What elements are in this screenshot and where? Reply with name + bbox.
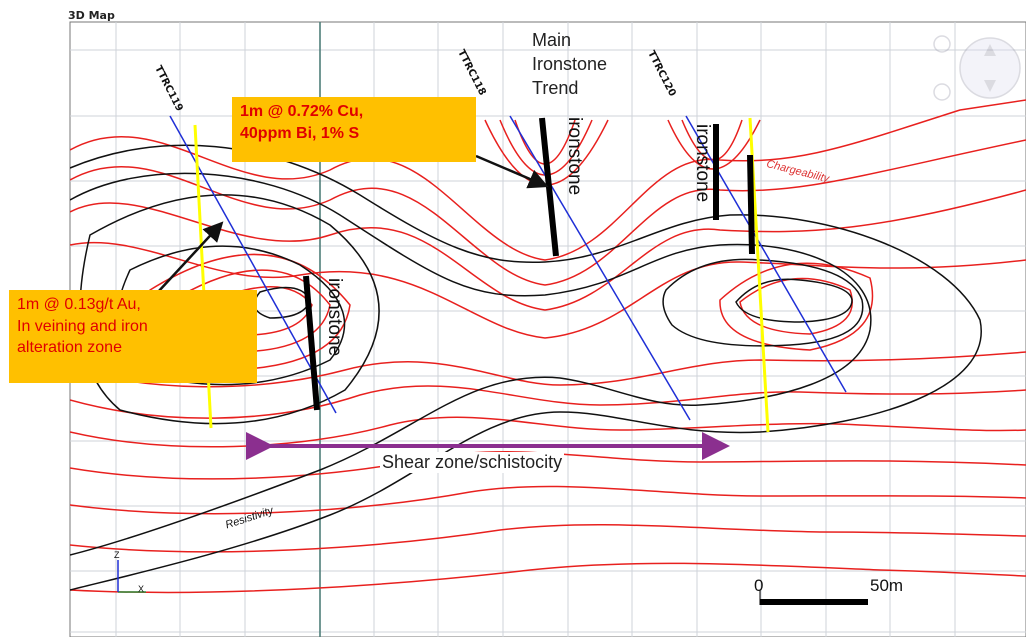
drill-trace-ttrc118 bbox=[509, 115, 691, 421]
axis-triad bbox=[117, 560, 146, 593]
main-trend-line-3: Trend bbox=[532, 78, 579, 98]
shear-zone-label: Shear zone/schistocity bbox=[380, 452, 565, 473]
ironstone-marker-4 bbox=[747, 154, 755, 255]
arrow-au bbox=[157, 221, 224, 293]
chargeability-contours bbox=[70, 99, 1026, 594]
axis-z-label: Z bbox=[114, 550, 120, 560]
callout-au-line-2: In veining and iron bbox=[17, 317, 148, 335]
ironstone-label-3: ironstone bbox=[692, 124, 713, 203]
callout-cu-line-2: 40ppm Bi, 1% S bbox=[240, 124, 360, 142]
ironstone-marker-2 bbox=[539, 117, 559, 257]
drill-trace-ttrc120 bbox=[685, 115, 847, 393]
main-trend-line-1: Main bbox=[532, 30, 572, 50]
scale-bar-start-label: 0 bbox=[754, 576, 764, 595]
callout-au-line-1: 1m @ 0.13g/t Au, bbox=[17, 296, 141, 313]
navigation-control[interactable] bbox=[924, 30, 1024, 120]
scale-bar bbox=[759, 590, 868, 605]
ironstone-marker-1 bbox=[303, 275, 320, 411]
main-trend-line-2: Ironstone bbox=[532, 54, 608, 74]
callout-cu-line-1: 1m @ 0.72% Cu, bbox=[240, 103, 364, 120]
scale-bar-end-label: 50m bbox=[870, 576, 904, 595]
window-titlebar: 3D Map bbox=[0, 0, 1026, 22]
window-title: 3D Map bbox=[68, 9, 115, 22]
main-ironstone-trend-label: Main Ironstone Trend bbox=[532, 28, 607, 100]
callout-au-line-3: alteration zone bbox=[17, 339, 122, 357]
ironstone-markers bbox=[303, 117, 755, 411]
arrow-cu bbox=[475, 154, 549, 189]
callout-au-intercept: 1m @ 0.13g/t Au, In veining and iron alt… bbox=[9, 290, 257, 383]
ironstone-label-2: ironstone bbox=[564, 117, 585, 196]
axis-x-label: X bbox=[138, 584, 145, 594]
callout-arrows bbox=[157, 154, 549, 293]
scale-bar-line bbox=[760, 599, 868, 605]
ironstone-label-1: ironstone bbox=[324, 278, 345, 357]
callout-cu-intercept: 1m @ 0.72% Cu, 40ppm Bi, 1% S bbox=[232, 97, 476, 162]
